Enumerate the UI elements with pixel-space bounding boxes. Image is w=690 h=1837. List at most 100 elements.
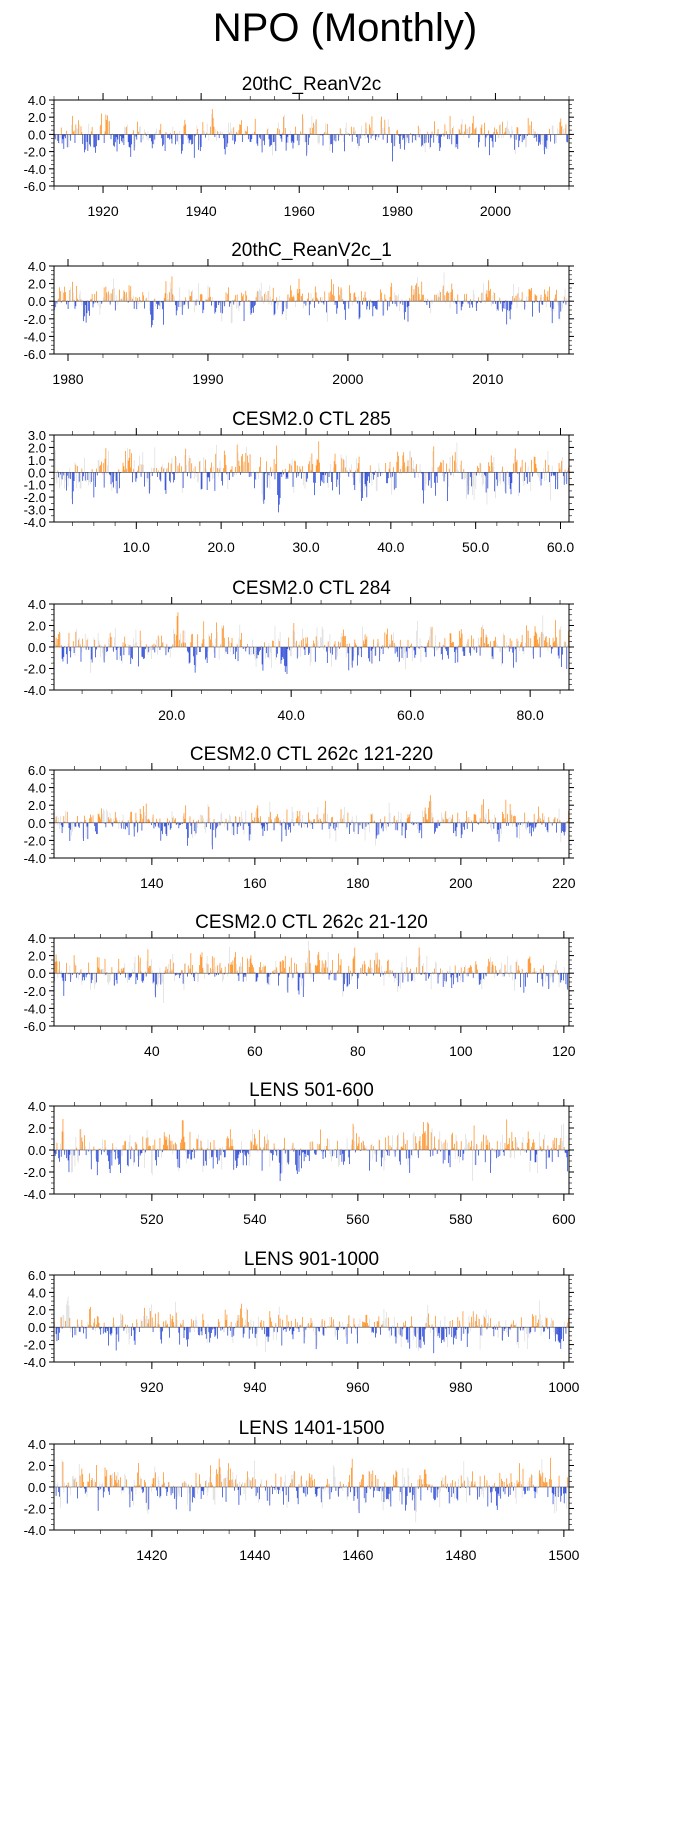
data-bar bbox=[63, 134, 65, 149]
data-bar bbox=[174, 130, 175, 135]
data-bar bbox=[278, 129, 280, 135]
data-bar bbox=[54, 961, 56, 974]
data-bar bbox=[120, 134, 122, 141]
data-bar bbox=[375, 301, 376, 309]
data-bar bbox=[475, 814, 477, 823]
data-bar bbox=[477, 465, 478, 473]
data-bar bbox=[292, 472, 294, 487]
data-bar bbox=[433, 134, 435, 143]
data-bar bbox=[114, 811, 116, 823]
data-bar bbox=[275, 647, 277, 661]
data-bar bbox=[178, 644, 180, 647]
data-bar bbox=[186, 973, 187, 975]
data-bar bbox=[241, 456, 242, 473]
data-bar bbox=[211, 109, 213, 135]
data-bar bbox=[115, 1147, 117, 1150]
data-bar bbox=[263, 964, 265, 974]
data-bar bbox=[121, 470, 123, 473]
data-bar bbox=[299, 1150, 301, 1156]
data-bar bbox=[281, 647, 283, 661]
data-bar bbox=[308, 950, 310, 974]
data-bar bbox=[288, 1150, 290, 1165]
data-bar bbox=[211, 822, 212, 846]
data-bar bbox=[336, 472, 338, 487]
data-bar bbox=[59, 1150, 60, 1162]
data-bar bbox=[459, 637, 461, 647]
data-bar bbox=[159, 129, 161, 135]
data-bar bbox=[266, 129, 268, 135]
data-bar bbox=[491, 1148, 493, 1150]
data-bar bbox=[561, 300, 562, 302]
data-bar bbox=[356, 1133, 357, 1150]
data-bar bbox=[441, 647, 442, 654]
data-bar bbox=[174, 1143, 175, 1150]
data-bar bbox=[154, 298, 156, 302]
data-bar bbox=[367, 1150, 369, 1152]
data-bar bbox=[288, 822, 290, 830]
data-bar bbox=[60, 633, 61, 647]
data-bar bbox=[258, 818, 260, 823]
data-bar bbox=[478, 134, 479, 148]
data-bar bbox=[510, 472, 512, 495]
data-bar bbox=[411, 643, 412, 647]
data-bar bbox=[229, 132, 230, 135]
data-bar bbox=[176, 616, 178, 647]
data-bar bbox=[431, 131, 433, 135]
data-bar bbox=[55, 301, 57, 308]
data-bar bbox=[501, 301, 502, 310]
data-bar bbox=[394, 134, 396, 147]
data-bar bbox=[355, 130, 356, 135]
data-bar bbox=[557, 821, 559, 823]
data-bar bbox=[384, 1150, 386, 1161]
data-bar bbox=[510, 647, 512, 649]
data-bar bbox=[202, 301, 204, 314]
data-bar bbox=[132, 469, 134, 473]
data-bar bbox=[453, 822, 454, 834]
data-bar bbox=[551, 301, 553, 324]
data-bar bbox=[249, 647, 251, 656]
data-bar bbox=[337, 647, 338, 657]
data-bar bbox=[436, 1150, 438, 1154]
data-bar bbox=[305, 472, 307, 482]
data-bar bbox=[163, 973, 164, 1003]
data-bar bbox=[199, 301, 200, 305]
data-bar bbox=[547, 822, 549, 833]
data-bar bbox=[290, 285, 291, 302]
data-bar bbox=[435, 1147, 436, 1150]
data-bar bbox=[435, 961, 436, 974]
data-bar bbox=[363, 822, 364, 830]
data-bar bbox=[273, 134, 275, 142]
data-bar bbox=[550, 1147, 552, 1150]
data-bar bbox=[135, 472, 137, 482]
data-bar bbox=[473, 1125, 475, 1150]
data-bar bbox=[312, 464, 314, 473]
data-bar bbox=[539, 818, 541, 823]
data-bar bbox=[134, 1141, 136, 1150]
data-bar bbox=[415, 466, 417, 473]
data-bar bbox=[122, 1145, 124, 1150]
data-bar bbox=[117, 472, 119, 495]
data-bar bbox=[505, 127, 507, 135]
data-bar bbox=[422, 647, 423, 648]
data-bar bbox=[168, 134, 169, 138]
data-bar bbox=[438, 1139, 440, 1150]
data-bar bbox=[128, 647, 130, 656]
data-bar bbox=[159, 818, 161, 823]
data-bar bbox=[501, 470, 502, 473]
data-bar bbox=[131, 134, 132, 145]
data-bar bbox=[277, 970, 278, 974]
data-bar bbox=[147, 647, 149, 655]
data-bar bbox=[270, 296, 272, 302]
data-bar bbox=[406, 818, 408, 823]
data-bar bbox=[558, 647, 560, 659]
data-bar bbox=[189, 647, 191, 663]
data-bar bbox=[350, 820, 352, 823]
data-bar bbox=[381, 645, 383, 647]
data-bar bbox=[303, 472, 305, 474]
data-bar bbox=[527, 959, 529, 974]
data-bar bbox=[242, 465, 244, 473]
data-bar bbox=[404, 134, 405, 150]
data-bar bbox=[396, 130, 398, 135]
data-bar bbox=[89, 301, 90, 316]
data-bar bbox=[488, 130, 490, 135]
